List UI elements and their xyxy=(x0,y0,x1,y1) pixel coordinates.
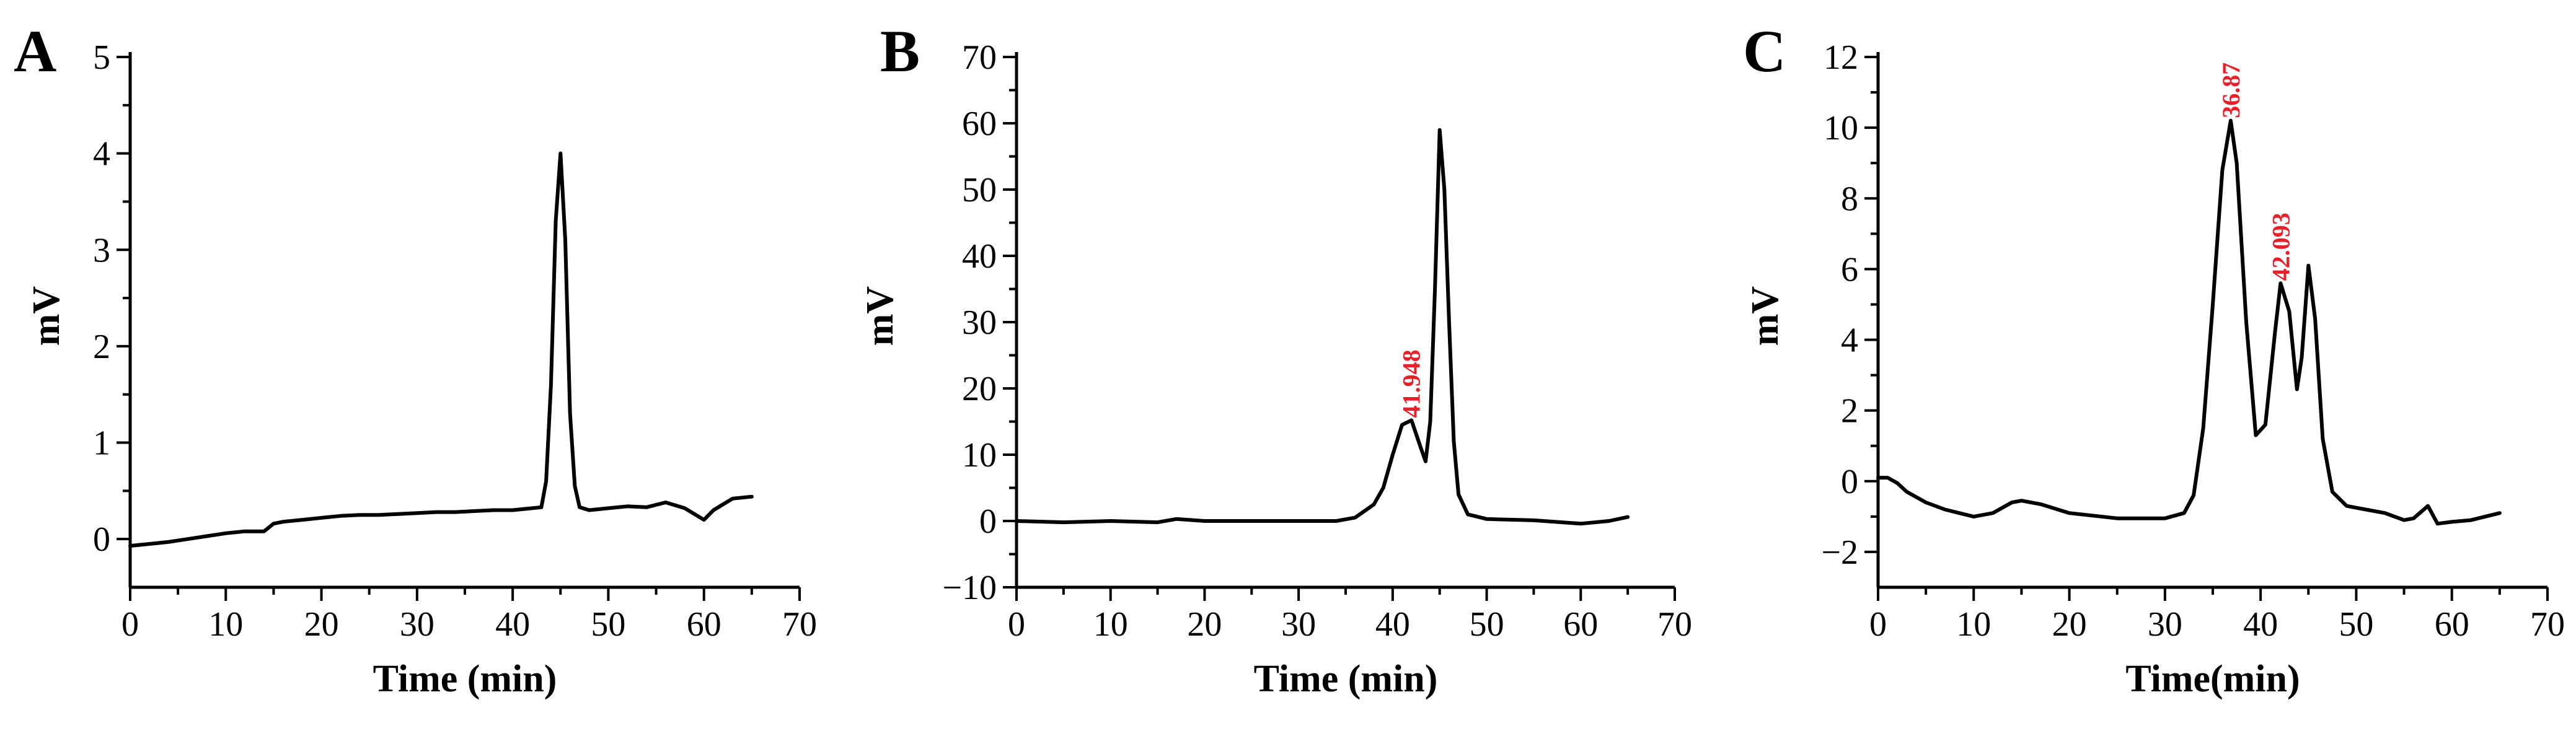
panel-c: C 0 10 20 30 40 50 60 70 −2 0 2 4 6 8 10 12 Time(min) mV 36… xyxy=(1743,18,2565,700)
panel-letter: B xyxy=(880,18,920,84)
x-tick-label: 60 xyxy=(1563,605,1598,644)
y-tick-label: 8 xyxy=(1841,180,1858,218)
y-tick-label: 4 xyxy=(93,135,110,173)
y-tick-label: 2 xyxy=(93,328,110,366)
y-tick-label: 0 xyxy=(979,502,997,541)
y-tick-label: 70 xyxy=(962,38,997,77)
x-tick-label: 10 xyxy=(1956,605,1991,644)
x-tick-label: 40 xyxy=(495,605,530,644)
y-tick-label: 60 xyxy=(962,105,997,143)
x-tick-label: 0 xyxy=(1008,605,1025,644)
y-tick-label: 0 xyxy=(1841,463,1858,501)
x-tick-label: 30 xyxy=(400,605,434,644)
x-tick-label: 60 xyxy=(2435,605,2469,644)
panel-letter: A xyxy=(14,18,56,84)
x-axis-title: Time (min) xyxy=(373,658,557,700)
x-tick-label: 70 xyxy=(2530,605,2565,644)
peak-retention-label: 36.87 xyxy=(2217,63,2245,118)
chromatogram-trace xyxy=(128,151,754,548)
x-tick-label: 50 xyxy=(591,605,625,644)
y-axis-title: mV xyxy=(859,286,901,346)
y-tick-label: 3 xyxy=(93,231,110,269)
y-axis-title: mV xyxy=(25,286,68,346)
x-tick-label: 30 xyxy=(1281,605,1316,644)
y-tick-label: 30 xyxy=(962,304,997,342)
y-axis-title: mV xyxy=(1744,286,1786,346)
y-tick-label: 0 xyxy=(93,520,110,559)
y-tick-label: 50 xyxy=(962,171,997,209)
x-tick-label: 30 xyxy=(2148,605,2182,644)
chromatogram-trace xyxy=(1876,118,2502,526)
y-tick-label: 10 xyxy=(962,436,997,475)
x-tick-label: 0 xyxy=(1869,605,1887,644)
peak-retention-label: 42.093 xyxy=(2267,212,2295,281)
y-tick-label: 5 xyxy=(93,38,110,77)
y-tick-label: 2 xyxy=(1841,392,1858,431)
panel-a: A 0 10 20 30 40 50 60 70 0 1 2 3 4 5 Time (min) mV xyxy=(14,18,817,700)
x-tick-label: 70 xyxy=(1657,605,1692,644)
y-tick-label: 40 xyxy=(962,237,997,276)
y-tick-label: 10 xyxy=(1824,109,1858,147)
panel-b: B 0 10 20 30 40 50 60 70 −10 0 10 20 30 40 50 60 70 Time (… xyxy=(859,18,1692,700)
x-tick-label: 20 xyxy=(304,605,339,644)
x-tick-label: 60 xyxy=(687,605,721,644)
x-tick-label: 0 xyxy=(121,605,139,644)
peak-retention-label: 41.948 xyxy=(1397,349,1425,418)
x-tick-label: 40 xyxy=(1375,605,1410,644)
y-tick-label: 6 xyxy=(1841,250,1858,289)
chromatogram-trace xyxy=(1015,128,1630,526)
x-tick-label: 50 xyxy=(2339,605,2373,644)
y-tick-label: 20 xyxy=(962,370,997,408)
x-tick-label: 10 xyxy=(1093,605,1128,644)
y-tick-label: −2 xyxy=(1821,533,1858,572)
x-axis-title: Time (min) xyxy=(1254,658,1438,700)
x-tick-label: 10 xyxy=(208,605,243,644)
x-tick-label: 70 xyxy=(782,605,817,644)
y-tick-label: 4 xyxy=(1841,322,1858,360)
x-tick-label: 20 xyxy=(1187,605,1222,644)
x-tick-label: 50 xyxy=(1470,605,1504,644)
y-tick-label: −10 xyxy=(942,569,997,607)
x-tick-label: 40 xyxy=(2243,605,2278,644)
y-tick-label: 1 xyxy=(93,424,110,463)
x-axis-title: Time(min) xyxy=(2125,658,2300,700)
x-tick-label: 20 xyxy=(2052,605,2087,644)
panel-letter: C xyxy=(1743,18,1786,84)
y-tick-label: 12 xyxy=(1824,38,1858,77)
